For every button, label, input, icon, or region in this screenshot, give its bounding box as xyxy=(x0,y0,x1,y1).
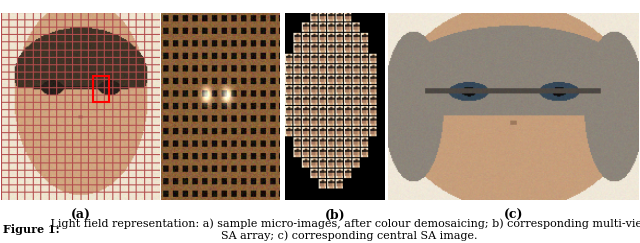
Text: Light field representation: a) sample micro-images, after colour demosaicing; b): Light field representation: a) sample mi… xyxy=(47,218,640,241)
Text: (a): (a) xyxy=(70,208,91,222)
Text: (b): (b) xyxy=(324,208,345,222)
Text: Figure 1:: Figure 1: xyxy=(3,224,60,235)
Text: (c): (c) xyxy=(504,208,524,222)
Bar xyxy=(93,76,109,102)
